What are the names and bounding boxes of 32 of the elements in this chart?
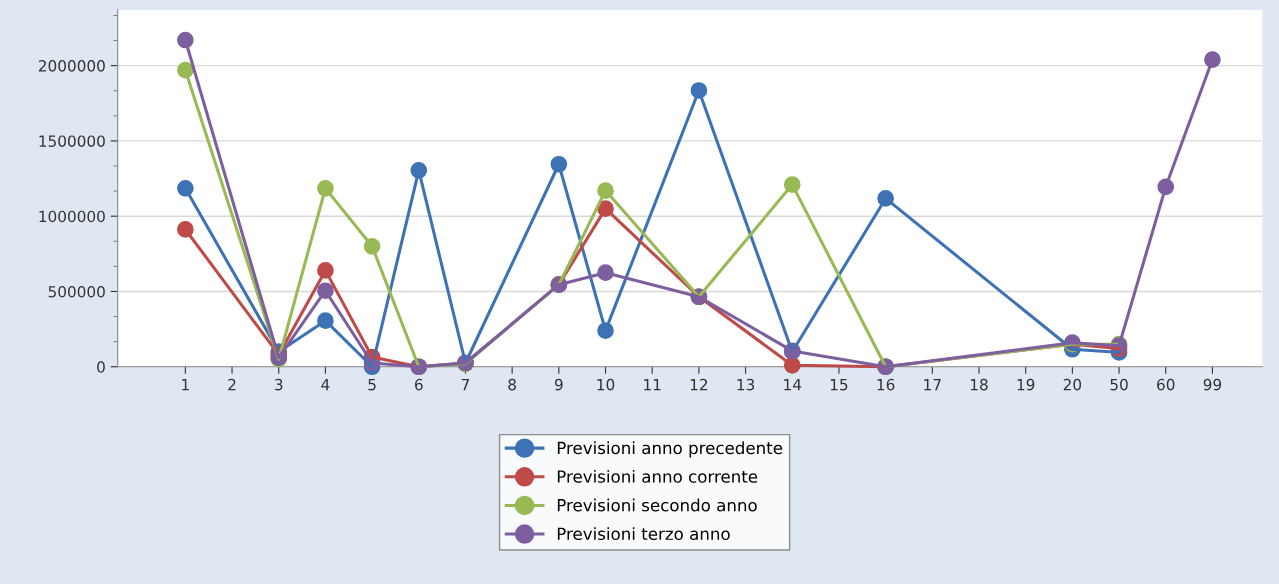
y-tick-label: 1000000	[39, 210, 105, 223]
y-tick-label: 500000	[48, 285, 105, 298]
x-tick-label: 18	[970, 378, 988, 391]
x-tick-label: 5	[368, 379, 376, 391]
x-tick-label: 6	[414, 378, 423, 391]
x-tick-label: 60	[1157, 378, 1175, 391]
x-tick-label: 4	[321, 379, 330, 391]
x-tick-label: 7	[461, 379, 470, 391]
y-tick-label: 2000000	[38, 60, 105, 72]
x-tick-label: 9	[554, 378, 563, 391]
x-tick-label: 13	[737, 378, 755, 391]
x-tick-label: 10	[597, 378, 615, 391]
x-tick-label: 20	[1063, 378, 1082, 391]
legend-label: Previsioni anno precedente	[557, 441, 783, 458]
legend-label: Previsioni terzo anno	[557, 527, 730, 541]
x-tick-label: 14	[784, 379, 802, 391]
x-tick-label: 50	[1110, 378, 1128, 391]
x-tick-label: 3	[275, 378, 283, 391]
y-tick-label: 1500000	[39, 135, 105, 147]
x-tick-label: 19	[1017, 378, 1035, 391]
y-tick-label: 0	[97, 361, 105, 373]
x-tick-label: 8	[508, 378, 516, 391]
x-tick-label: 11	[644, 379, 661, 391]
x-tick-label: 1	[182, 379, 189, 391]
x-tick-label: 2	[228, 378, 236, 391]
x-tick-label: 17	[924, 379, 941, 391]
legend-label: Previsioni secondo anno	[557, 498, 757, 512]
x-tick-label: 12	[690, 378, 708, 391]
x-tick-label: 16	[877, 378, 895, 391]
x-tick-label: 15	[830, 379, 848, 391]
legend-label: Previsioni anno corrente	[557, 469, 758, 483]
x-tick-label: 99	[1203, 378, 1222, 391]
